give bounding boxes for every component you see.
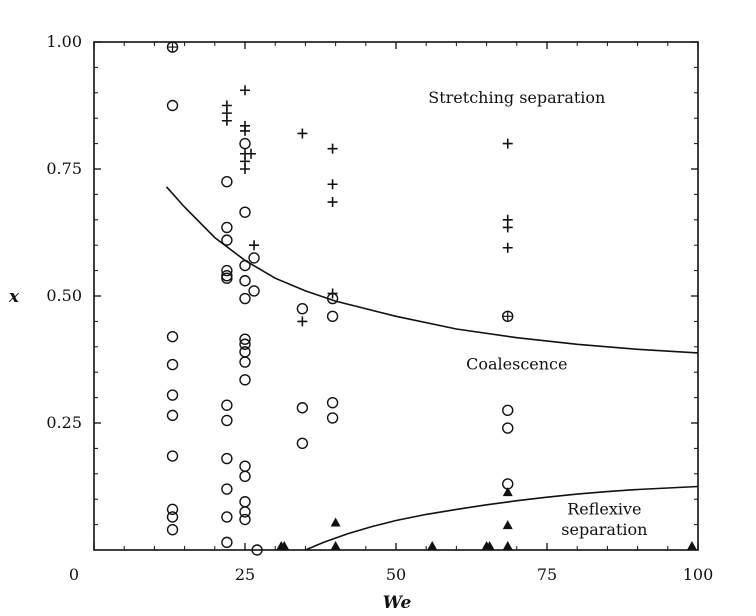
y-tick-label: 0.25	[46, 413, 82, 432]
circle-point	[166, 503, 179, 516]
circle-point	[166, 409, 179, 422]
circle-point	[239, 206, 251, 218]
region-label-reflexive-2: separation	[561, 520, 647, 539]
y-tick-label: 0.75	[46, 159, 82, 178]
triangle-point	[686, 541, 697, 550]
circle-point	[221, 511, 233, 523]
plus-point	[502, 242, 513, 253]
plus-point	[327, 143, 338, 154]
circle-point	[166, 99, 179, 112]
plus-point	[502, 222, 513, 233]
plus-point	[249, 240, 260, 251]
x-tick-label: 100	[683, 565, 714, 584]
circle-point	[239, 513, 251, 526]
circle-point	[248, 285, 260, 297]
y-tick-label: 0.50	[46, 286, 82, 305]
plus-point	[221, 115, 232, 126]
circle-point	[239, 374, 251, 386]
region-label-coalescence: Coalescence	[466, 355, 567, 374]
plus-point	[502, 138, 513, 149]
circle-point	[221, 234, 233, 246]
plus-point	[240, 125, 250, 136]
circle-point	[239, 259, 251, 272]
triangle-point	[330, 541, 341, 550]
circle-plus-point	[502, 310, 514, 323]
circle-point	[239, 506, 251, 518]
circle-point	[221, 483, 233, 495]
plus-point	[240, 85, 250, 96]
circle-point	[239, 137, 251, 150]
data-markers	[166, 41, 697, 556]
triangle-point	[502, 520, 513, 530]
circle-point	[326, 412, 339, 424]
x-tick-label: 50	[386, 565, 406, 584]
circle-point	[221, 272, 233, 284]
circle-point	[502, 404, 514, 416]
plus-point	[327, 288, 338, 299]
y-axis-title: x	[8, 287, 20, 307]
circle-point	[221, 414, 233, 427]
circle-point	[239, 470, 251, 483]
plus-point	[327, 197, 338, 208]
triangle-point	[279, 541, 290, 550]
boundary-curves	[165, 186, 699, 551]
x-axis-ticks: 0 25 50 75 100	[69, 42, 713, 584]
circle-point	[221, 399, 233, 411]
plus-point	[246, 148, 257, 159]
circle-point	[326, 310, 339, 323]
circle-point	[166, 330, 179, 343]
circle-point	[166, 358, 179, 371]
circle-point	[166, 389, 179, 401]
circle-point	[239, 346, 251, 358]
region-label-stretching: Stretching separation	[428, 88, 605, 107]
circle-point	[296, 437, 309, 450]
triangle-point	[330, 517, 341, 527]
circle-point	[221, 452, 233, 465]
circle-point	[221, 175, 233, 188]
y-tick-label: 1.00	[46, 32, 82, 51]
triangle-point	[502, 487, 513, 497]
circle-point	[239, 356, 251, 368]
region-label-reflexive-1: Reflexive	[567, 499, 641, 518]
boundary-curve-1	[165, 186, 699, 354]
circle-point	[239, 292, 251, 305]
x-tick-label: 75	[537, 565, 557, 584]
region-labels: Stretching separation Coalescence Reflexiv…	[428, 88, 647, 539]
circle-point	[221, 221, 233, 234]
circle-point	[239, 460, 251, 472]
circle-point	[239, 496, 251, 508]
circle-point	[239, 333, 251, 345]
x-tick-label: 25	[235, 565, 255, 584]
circle-point	[502, 422, 514, 434]
triangle-point	[502, 541, 513, 550]
plot-frame	[93, 41, 699, 551]
circle-point	[239, 338, 251, 350]
circle-point	[221, 536, 233, 549]
circle-point	[166, 523, 179, 536]
circle-point	[296, 402, 309, 414]
circle-plus-point	[166, 41, 179, 53]
plus-point	[297, 128, 308, 139]
x-tick-label: 0	[69, 565, 79, 584]
circle-point	[326, 396, 339, 409]
plus-point	[327, 179, 338, 190]
circle-point	[296, 303, 309, 315]
circle-point	[248, 252, 260, 264]
plus-point	[297, 316, 308, 327]
x-axis-title: We	[383, 593, 412, 613]
boundary-curve-2	[305, 485, 699, 551]
plus-point	[240, 164, 250, 174]
circle-point	[251, 544, 263, 556]
circle-point	[166, 450, 179, 462]
triangle-point	[427, 541, 438, 550]
circle-point	[221, 264, 233, 277]
y-axis-ticks: 0.25 0.50 0.75 1.00	[46, 32, 698, 526]
triangle-point	[484, 541, 495, 550]
circle-point	[166, 511, 179, 523]
circle-point	[239, 275, 251, 287]
